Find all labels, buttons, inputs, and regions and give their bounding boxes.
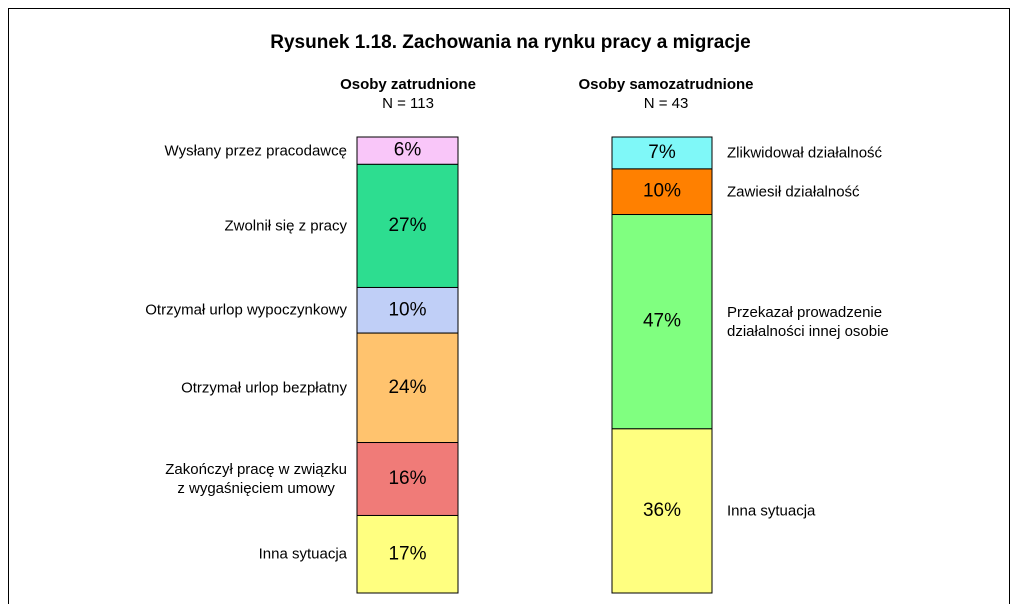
value-label: 47% <box>643 311 681 332</box>
value-label: 24% <box>388 377 426 398</box>
category-label: Zlikwidował działalność <box>727 144 883 162</box>
bar-segment <box>356 136 459 165</box>
category-label: Przekazał prowadzenie działalności innej… <box>727 303 889 340</box>
category-label: Otrzymał urlop wypoczynkowy <box>145 301 347 319</box>
bar-segment <box>356 514 459 594</box>
bar-segment <box>356 286 459 334</box>
bar-segment <box>611 428 713 594</box>
chart-title: Osoby zatrudnione <box>340 76 476 93</box>
value-label: 7% <box>648 142 676 163</box>
category-label: Zwolnił się z pracy <box>224 217 347 235</box>
value-label: 10% <box>388 299 426 320</box>
category-label: Inna sytuacja <box>258 545 347 563</box>
bar-segment <box>611 136 713 170</box>
bar-segment <box>356 332 459 444</box>
figure-title: Rysunek 1.18. Zachowania na rynku pracy … <box>270 32 751 53</box>
bar-segment <box>611 214 713 430</box>
category-label: Zawiesił działalność <box>727 183 860 201</box>
category-label: Inna sytuacja <box>727 502 816 520</box>
value-label: 10% <box>643 181 681 202</box>
bar-segment <box>356 163 459 288</box>
bar-segment <box>356 442 459 516</box>
category-label: Zakończył pracę w związku z wygaśnięciem… <box>165 461 347 497</box>
category-label: Wysłany przez pracodawcę <box>164 142 347 160</box>
value-label: 36% <box>643 500 681 521</box>
chart-subtitle: N = 113 <box>382 95 434 112</box>
chart-title: Osoby samozatrudnione <box>578 76 754 93</box>
category-label: Otrzymał urlop bezpłatny <box>181 379 347 397</box>
bar-segment <box>611 168 713 216</box>
value-label: 17% <box>388 543 426 564</box>
frame <box>8 8 1010 604</box>
value-label: 27% <box>388 215 426 236</box>
chart-subtitle: N = 43 <box>643 95 689 112</box>
value-label: 16% <box>388 468 426 489</box>
value-label: 6% <box>394 140 422 161</box>
